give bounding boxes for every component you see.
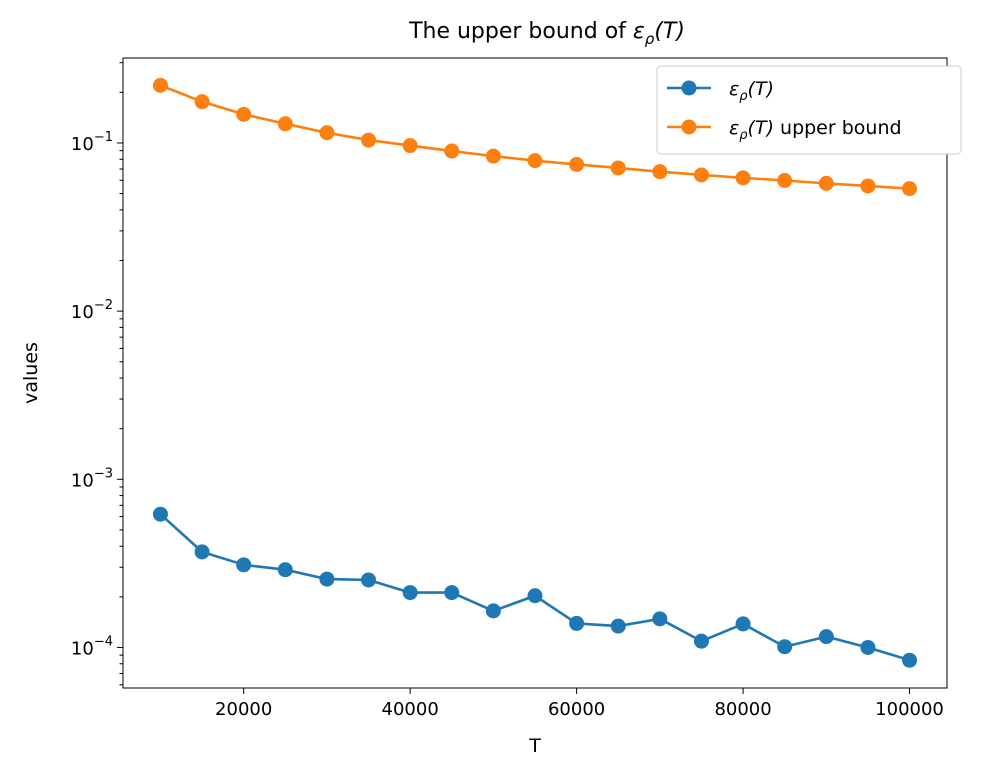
legend-marker (681, 80, 697, 96)
legend-marker (681, 119, 697, 135)
data-point (652, 611, 668, 627)
data-point (902, 652, 918, 668)
legend-label: ερ(T) upper bound (729, 117, 902, 143)
data-point (402, 585, 418, 601)
data-point (194, 94, 210, 110)
data-point (527, 153, 543, 169)
legend-items: ερ(T)ερ(T) upper bound (667, 78, 902, 143)
y-tick-label-exponent: −1 (94, 130, 113, 145)
x-tick-label: 80000 (714, 699, 771, 720)
y-tick-label: 10−4 (71, 634, 113, 659)
y-tick-label-exponent: −2 (94, 298, 113, 313)
y-tick-label-exponent: −3 (94, 466, 113, 481)
data-point (444, 143, 460, 159)
y-axis-ticks: 10−410−310−210−1 (71, 130, 123, 659)
y-tick-label-base: 10 (71, 638, 94, 659)
legend-item: ερ(T) (667, 78, 774, 104)
data-point (735, 170, 751, 186)
y-axis-label: values (20, 342, 42, 404)
x-tick-label: 60000 (548, 699, 605, 720)
series-layer (152, 77, 918, 668)
data-point (527, 588, 543, 604)
data-point (236, 106, 252, 122)
legend-label-symbol: ε (729, 78, 739, 100)
legend-label-extra: upper bound (774, 117, 902, 139)
legend-label-symbol: ε (729, 117, 739, 139)
chart-title-symbol: ε (633, 19, 645, 44)
x-tick-label: 20000 (215, 699, 272, 720)
x-axis-label: T (528, 735, 541, 757)
legend-label: ερ(T) (729, 78, 774, 104)
data-point (485, 148, 501, 164)
legend: ερ(T)ερ(T) upper bound (656, 65, 962, 155)
data-point (818, 175, 834, 191)
legend-label-subscript: ρ (739, 128, 748, 143)
data-point (361, 132, 377, 148)
data-point (818, 629, 834, 645)
data-point (610, 160, 626, 176)
series-upper-bound (152, 77, 918, 197)
data-point (485, 603, 501, 619)
data-point (361, 572, 377, 588)
y-tick-label: 10−2 (71, 298, 113, 323)
data-point (652, 164, 668, 180)
chart-title-subscript: ρ (645, 30, 655, 48)
data-point (735, 616, 751, 632)
data-point (777, 639, 793, 655)
chart-title: The upper bound of ερ(T) (408, 19, 685, 48)
series-line (159, 513, 910, 662)
data-point (860, 178, 876, 194)
data-point (569, 156, 585, 172)
data-point (319, 125, 335, 141)
series-epsilon (152, 506, 918, 668)
y-axis-minor-ticks (119, 62, 123, 686)
data-point (194, 544, 210, 560)
data-point (610, 618, 626, 634)
data-point (236, 557, 252, 573)
chart-title-prefix: The upper bound of (408, 19, 633, 44)
legend-label-subscript: ρ (739, 89, 748, 104)
data-point (277, 116, 293, 132)
y-tick-label-base: 10 (71, 470, 94, 491)
x-tick-label: 100000 (875, 699, 944, 720)
y-tick-label-base: 10 (71, 134, 94, 155)
data-point (860, 639, 876, 655)
x-tick-label: 40000 (382, 699, 439, 720)
data-point (319, 571, 335, 587)
data-point (777, 173, 793, 189)
y-tick-label-exponent: −4 (94, 634, 113, 649)
y-tick-label: 10−3 (71, 466, 113, 491)
plot-frame (122, 57, 948, 689)
x-axis-ticks: 20000 40000 60000 80000 100000 (215, 688, 944, 720)
legend-item: ερ(T) upper bound (667, 117, 902, 143)
data-point (277, 562, 293, 578)
legend-label-suffix: (T) (748, 117, 774, 139)
y-tick-label-base: 10 (71, 302, 94, 323)
legend-label-suffix: (T) (748, 78, 774, 100)
data-point (693, 167, 709, 183)
data-point (152, 77, 168, 93)
data-point (152, 506, 168, 522)
data-point (444, 585, 460, 601)
y-tick-label: 10−1 (71, 130, 113, 155)
data-point (402, 138, 418, 154)
data-point (693, 633, 709, 649)
data-point (902, 181, 918, 197)
legend-frame (656, 65, 962, 155)
chart-title-suffix: (T) (654, 19, 685, 44)
data-point (569, 615, 585, 631)
